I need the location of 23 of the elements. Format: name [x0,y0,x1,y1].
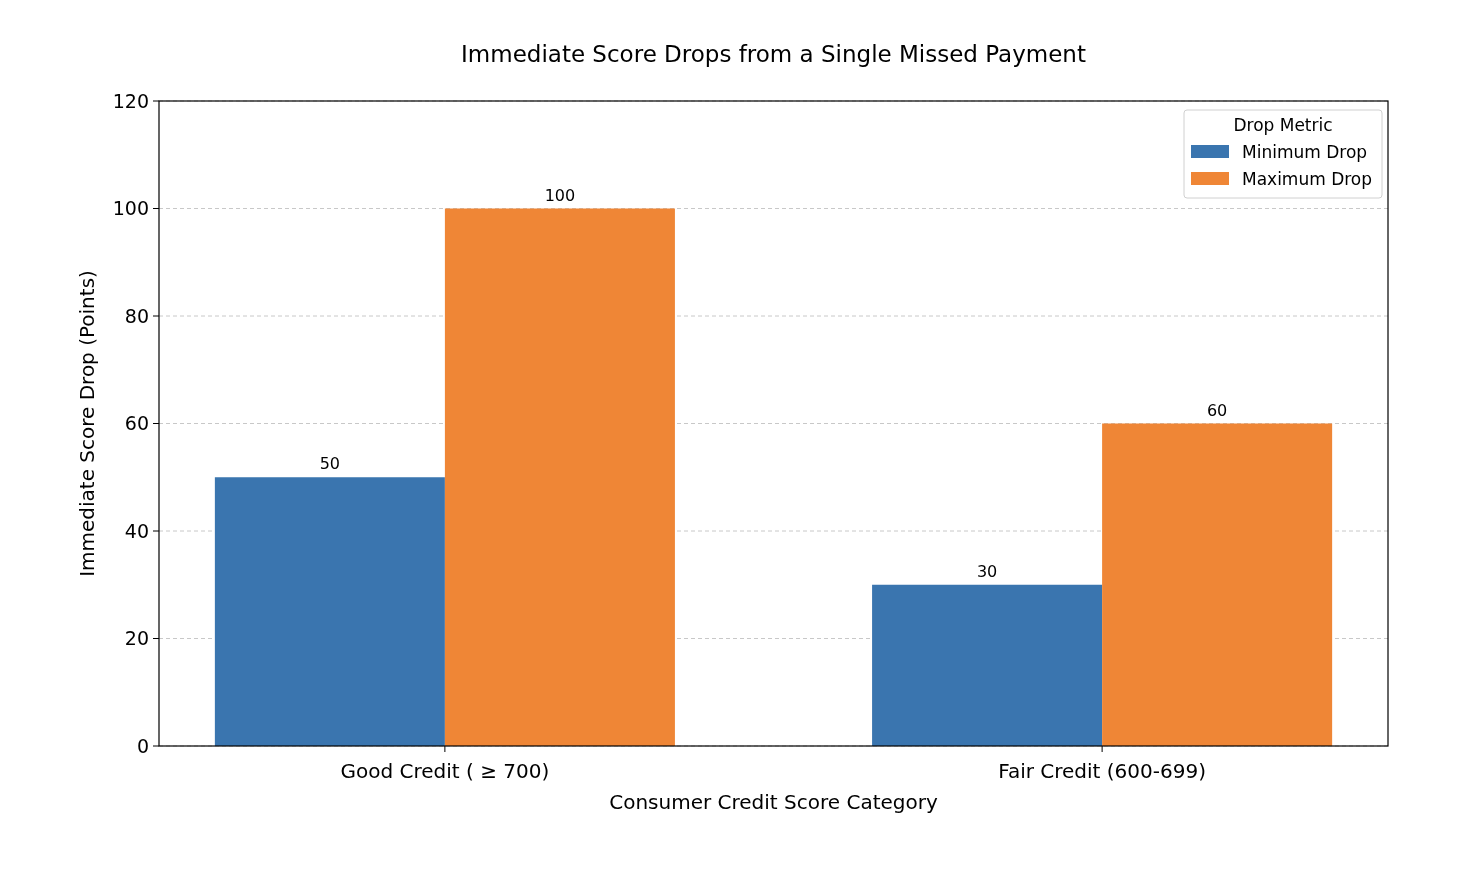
y-tick-label: 20 [124,627,149,650]
y-tick-label: 40 [124,519,149,542]
y-tick-label: 120 [112,89,149,112]
data-label: 60 [1206,400,1228,420]
bar [872,584,1103,746]
legend-label: Maximum Drop [1242,168,1373,189]
y-tick-label: 0 [136,734,149,757]
bar [214,477,445,746]
data-label: 50 [319,454,341,474]
y-tick-label: 60 [124,412,149,435]
data-label: 30 [976,561,998,581]
bar [1102,423,1333,746]
y-tick-label: 100 [112,197,149,220]
x-tick-label: Good Credit ( ≥ 700) [340,759,550,783]
data-label: 100 [544,185,576,205]
bar [444,208,675,746]
y-axis-title: Immediate Score Drop (Points) [75,270,99,577]
legend-title: Drop Metric [1233,115,1333,135]
legend-label: Minimum Drop [1242,141,1368,162]
x-tick-label: Fair Credit (600-699) [998,759,1206,783]
chart-title: Immediate Score Drops from a Single Missed Payment [461,41,1086,67]
y-tick-label: 80 [124,304,149,327]
x-axis-title: Consumer Credit Score Category [609,790,938,814]
